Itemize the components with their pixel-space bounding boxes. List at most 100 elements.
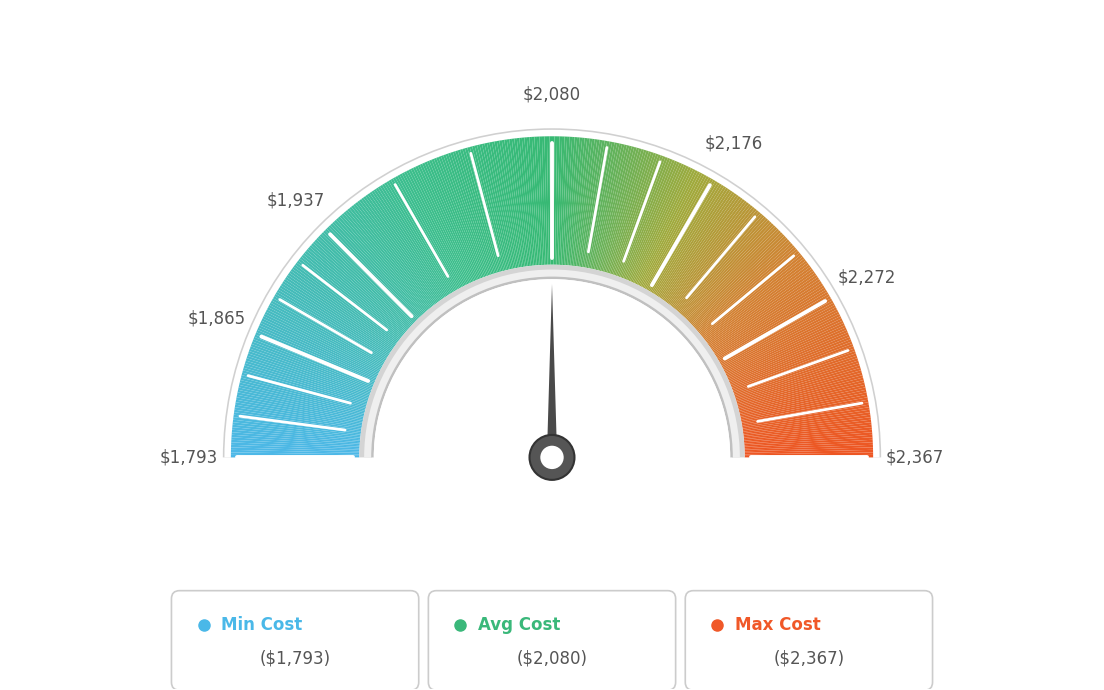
Wedge shape xyxy=(741,395,868,422)
Wedge shape xyxy=(231,447,360,453)
Wedge shape xyxy=(540,137,546,265)
Wedge shape xyxy=(336,218,424,315)
Wedge shape xyxy=(570,138,585,266)
Wedge shape xyxy=(602,147,637,272)
Wedge shape xyxy=(268,305,382,367)
Wedge shape xyxy=(711,277,819,351)
Wedge shape xyxy=(343,212,428,311)
Wedge shape xyxy=(625,160,675,279)
Wedge shape xyxy=(318,236,413,326)
Wedge shape xyxy=(298,259,401,339)
Wedge shape xyxy=(487,142,514,268)
Wedge shape xyxy=(246,356,369,398)
Wedge shape xyxy=(607,150,647,273)
Wedge shape xyxy=(429,160,479,279)
Wedge shape xyxy=(627,161,680,281)
Wedge shape xyxy=(289,270,395,346)
Wedge shape xyxy=(295,263,399,342)
Wedge shape xyxy=(302,253,404,336)
Wedge shape xyxy=(742,400,869,424)
Wedge shape xyxy=(505,139,524,267)
Wedge shape xyxy=(529,137,540,265)
Wedge shape xyxy=(712,279,820,352)
Wedge shape xyxy=(698,247,796,333)
Wedge shape xyxy=(620,157,668,277)
Wedge shape xyxy=(323,230,416,322)
Wedge shape xyxy=(563,137,572,265)
Wedge shape xyxy=(622,158,670,278)
Wedge shape xyxy=(573,138,590,266)
Wedge shape xyxy=(250,346,371,392)
Wedge shape xyxy=(384,182,453,293)
Wedge shape xyxy=(716,290,827,358)
Wedge shape xyxy=(351,205,433,307)
Wedge shape xyxy=(714,283,824,354)
Wedge shape xyxy=(232,435,360,445)
Wedge shape xyxy=(725,316,841,374)
Wedge shape xyxy=(657,188,729,296)
Wedge shape xyxy=(586,141,613,268)
Wedge shape xyxy=(373,189,446,297)
Wedge shape xyxy=(692,237,788,326)
Wedge shape xyxy=(742,402,869,426)
Wedge shape xyxy=(731,339,851,388)
Wedge shape xyxy=(732,342,852,389)
Text: ($2,367): ($2,367) xyxy=(773,650,845,668)
Wedge shape xyxy=(597,145,629,270)
Wedge shape xyxy=(233,415,361,433)
Wedge shape xyxy=(724,314,840,373)
Wedge shape xyxy=(306,249,405,333)
Wedge shape xyxy=(611,151,651,274)
Wedge shape xyxy=(284,279,392,352)
Wedge shape xyxy=(744,427,872,441)
Wedge shape xyxy=(378,186,448,295)
Wedge shape xyxy=(680,218,768,315)
Wedge shape xyxy=(728,325,846,380)
Wedge shape xyxy=(714,286,825,355)
Wedge shape xyxy=(332,221,422,317)
Wedge shape xyxy=(252,342,372,389)
Wedge shape xyxy=(638,170,698,286)
Wedge shape xyxy=(238,385,364,415)
Text: $2,176: $2,176 xyxy=(704,135,763,152)
Wedge shape xyxy=(737,371,862,406)
Wedge shape xyxy=(689,232,783,324)
Wedge shape xyxy=(722,307,837,368)
Wedge shape xyxy=(460,149,498,273)
Text: $1,793: $1,793 xyxy=(160,448,219,466)
Wedge shape xyxy=(283,281,391,353)
Wedge shape xyxy=(224,130,880,457)
Wedge shape xyxy=(555,137,560,265)
Wedge shape xyxy=(261,321,378,377)
Wedge shape xyxy=(241,377,365,411)
Wedge shape xyxy=(630,164,684,282)
Wedge shape xyxy=(411,168,468,284)
Wedge shape xyxy=(741,390,867,418)
Wedge shape xyxy=(713,281,821,353)
Wedge shape xyxy=(735,361,859,401)
Wedge shape xyxy=(519,138,534,266)
Wedge shape xyxy=(740,387,866,417)
Wedge shape xyxy=(585,141,609,268)
Wedge shape xyxy=(744,424,872,440)
Wedge shape xyxy=(382,184,452,294)
Wedge shape xyxy=(255,332,374,384)
Wedge shape xyxy=(257,328,375,381)
Wedge shape xyxy=(316,237,412,326)
Wedge shape xyxy=(569,137,582,266)
Wedge shape xyxy=(558,137,564,265)
Wedge shape xyxy=(649,179,715,292)
Wedge shape xyxy=(234,407,362,428)
Wedge shape xyxy=(237,390,363,418)
Wedge shape xyxy=(618,156,666,277)
Wedge shape xyxy=(645,176,709,289)
Wedge shape xyxy=(682,221,772,317)
Wedge shape xyxy=(364,270,740,457)
Wedge shape xyxy=(413,167,470,284)
Wedge shape xyxy=(704,261,807,340)
Wedge shape xyxy=(338,217,425,314)
Wedge shape xyxy=(678,215,764,313)
Wedge shape xyxy=(703,259,806,339)
Text: ($1,793): ($1,793) xyxy=(259,650,331,668)
Wedge shape xyxy=(237,393,363,420)
